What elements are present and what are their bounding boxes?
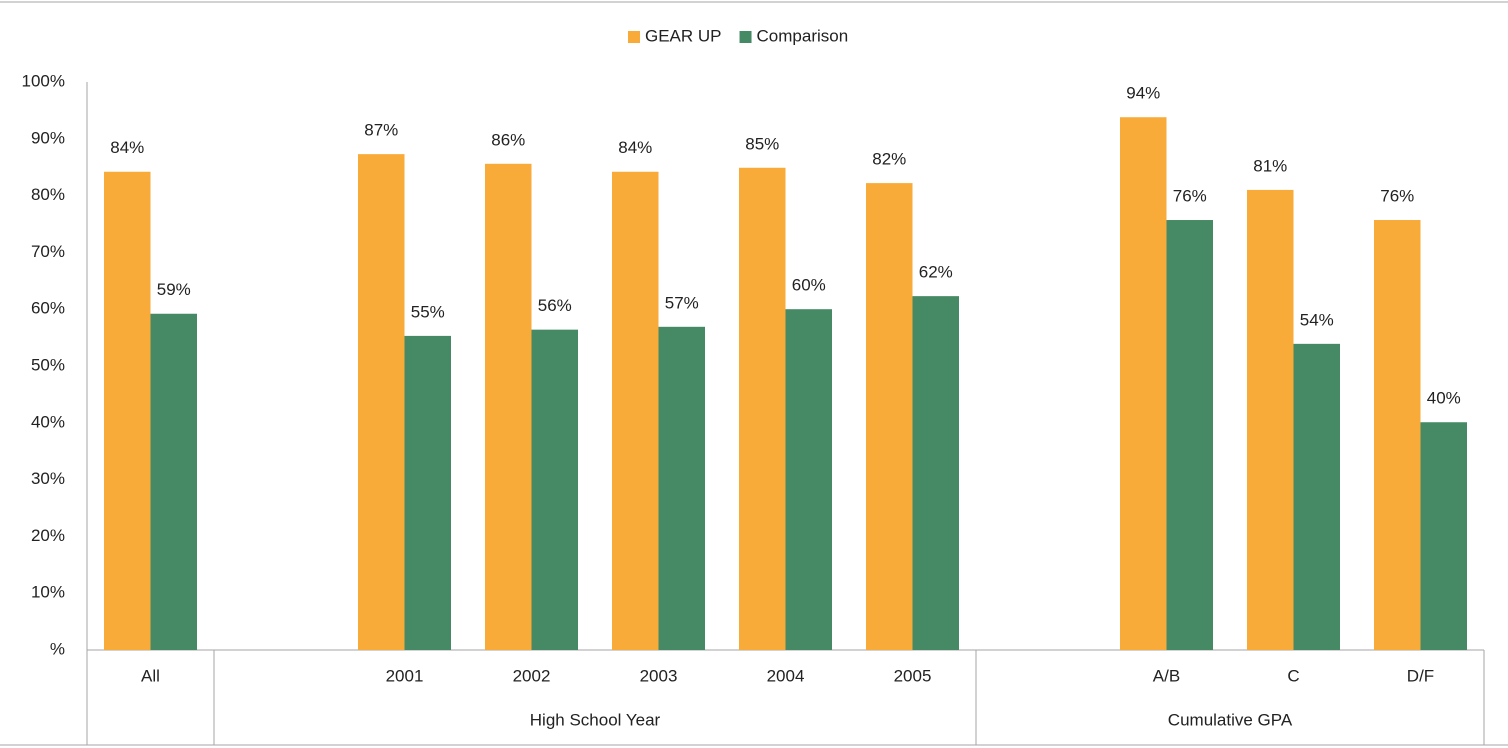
y-tick-label: 10% — [31, 583, 65, 602]
x-tick-label: 2005 — [894, 666, 932, 685]
data-label: 94% — [1126, 84, 1160, 103]
y-tick-label: 80% — [31, 185, 65, 204]
x-tick-label: 2001 — [386, 666, 424, 685]
bar — [1166, 220, 1213, 651]
data-label: 84% — [110, 138, 144, 157]
x-tick-label: C — [1287, 666, 1299, 685]
x-tick-label: 2004 — [767, 666, 805, 685]
bar — [104, 171, 151, 650]
group-label: Cumulative GPA — [1168, 710, 1293, 729]
y-tick-label: 20% — [31, 526, 65, 545]
y-tick-label: 90% — [31, 128, 65, 147]
x-tick-label: All — [141, 666, 160, 685]
bar — [866, 183, 913, 650]
x-tick-label: 2003 — [640, 666, 678, 685]
bar — [150, 313, 197, 650]
bar — [1293, 343, 1340, 650]
bar — [612, 171, 659, 650]
data-label: 81% — [1253, 156, 1287, 175]
legend-swatch — [628, 31, 640, 43]
legend-swatch — [739, 31, 752, 43]
y-tick-label: 30% — [31, 469, 65, 488]
data-label: 82% — [872, 150, 906, 169]
data-label: 87% — [364, 121, 398, 140]
data-label: 56% — [538, 296, 572, 315]
bar — [1420, 422, 1467, 650]
y-tick-label: 100% — [22, 71, 65, 90]
y-tick-label: 70% — [31, 242, 65, 261]
legend-label: Comparison — [757, 26, 849, 45]
bar — [1374, 220, 1421, 651]
bar — [739, 167, 786, 650]
group-label: High School Year — [530, 710, 661, 729]
data-label: 85% — [745, 134, 779, 153]
data-label: 60% — [792, 276, 826, 295]
bar — [404, 335, 451, 650]
data-label: 84% — [618, 138, 652, 157]
bar — [1247, 189, 1294, 651]
data-label: 40% — [1427, 389, 1461, 408]
bar — [785, 309, 832, 650]
bar — [912, 296, 959, 650]
x-tick-label: A/B — [1153, 666, 1180, 685]
y-tick-label: % — [50, 639, 65, 658]
data-label: 57% — [665, 293, 699, 312]
bar — [658, 326, 705, 650]
bar — [485, 163, 532, 651]
data-label: 76% — [1380, 187, 1414, 206]
data-label: 54% — [1300, 310, 1334, 329]
bar — [1120, 117, 1167, 650]
x-tick-label: D/F — [1407, 666, 1434, 685]
y-tick-label: 40% — [31, 412, 65, 431]
data-label: 62% — [919, 263, 953, 282]
data-label: 86% — [491, 130, 525, 149]
data-label: 59% — [157, 280, 191, 299]
legend-label: GEAR UP — [645, 26, 722, 45]
data-label: 76% — [1173, 187, 1207, 206]
bar — [358, 154, 405, 651]
x-tick-label: 2002 — [513, 666, 551, 685]
bar — [531, 329, 578, 650]
y-tick-label: 50% — [31, 355, 65, 374]
data-label: 55% — [411, 302, 445, 321]
y-tick-label: 60% — [31, 299, 65, 318]
